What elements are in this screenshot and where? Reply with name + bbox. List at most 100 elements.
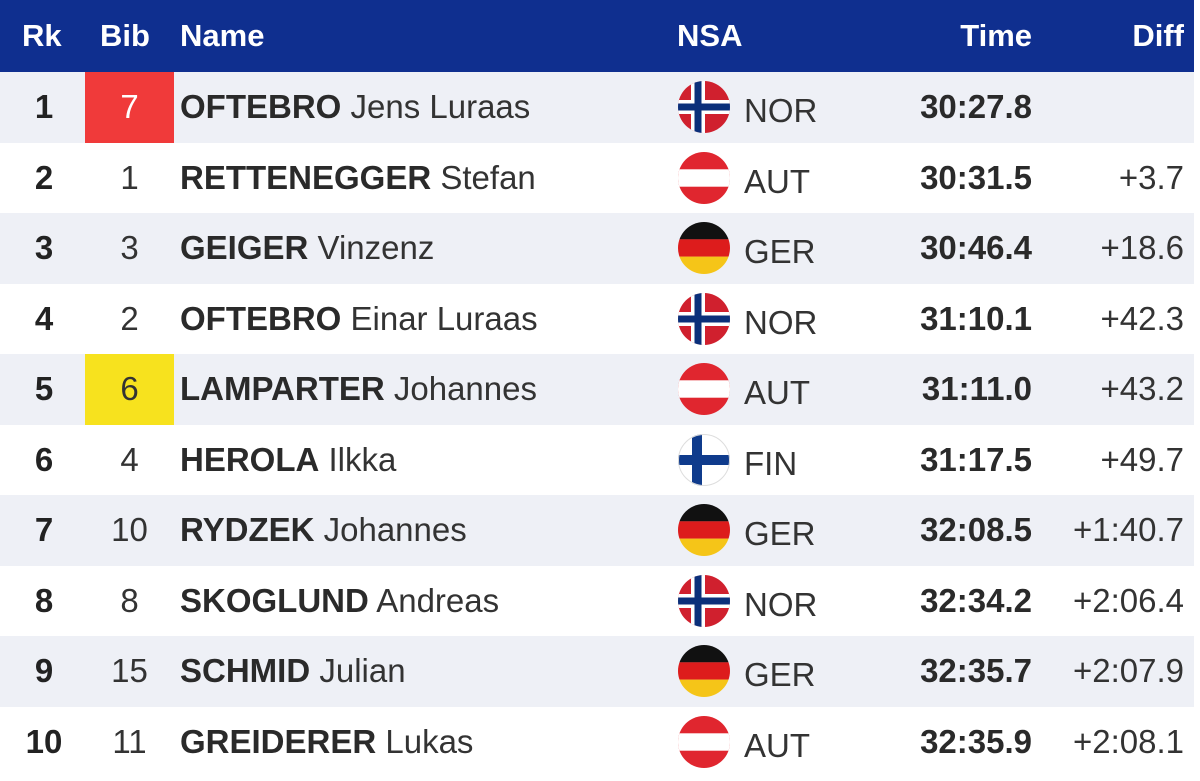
rank-cell: 1 xyxy=(34,88,54,125)
time-cell: 31:11.0 xyxy=(921,370,1032,407)
bib-cell: 7 xyxy=(85,72,174,143)
diff-cell: +18.6 xyxy=(1100,229,1185,266)
diff-cell: +2:06.4 xyxy=(1072,581,1184,619)
bib-cell: 15 xyxy=(111,652,148,689)
athlete-first-name: Lukas xyxy=(385,722,474,760)
column-header-bib[interactable]: Bib xyxy=(100,18,150,53)
athlete-first-name: Johannes xyxy=(323,511,467,548)
table-row[interactable]: 2 1 RETTENEGGER Stefan AUT 30:31.5 +3.7 xyxy=(0,142,1194,214)
nsa-code: AUT xyxy=(744,162,810,200)
athlete-last-name: LAMPARTER xyxy=(180,370,385,407)
column-header-diff[interactable]: Diff xyxy=(1132,18,1184,53)
athlete-name[interactable]: SCHMID Julian xyxy=(180,636,406,707)
table-row[interactable]: 7 10 RYDZEK Johannes GER 32:08.5 +1:40.7 xyxy=(0,495,1194,566)
rank-cell: 3 xyxy=(34,229,54,266)
bib-cell: 3 xyxy=(120,229,139,266)
nsa-code: AUT xyxy=(744,726,810,764)
diff-cell: +49.7 xyxy=(1100,440,1185,478)
athlete-name[interactable]: RETTENEGGER Stefan xyxy=(180,143,536,214)
athlete-first-name: Johannes xyxy=(393,370,537,407)
column-header-name[interactable]: Name xyxy=(180,18,265,53)
nsa-code: FIN xyxy=(744,444,798,482)
nsa-code: GER xyxy=(744,233,816,270)
nsa-code: NOR xyxy=(744,303,818,341)
athlete-first-name: Julian xyxy=(319,652,406,689)
rank-cell: 8 xyxy=(34,581,54,619)
austria-flag-icon xyxy=(678,151,730,204)
athlete-name[interactable]: GEIGER Vinzenz xyxy=(180,213,434,284)
diff-cell: +1:40.7 xyxy=(1072,511,1184,548)
athlete-name[interactable]: GREIDERER Lukas xyxy=(180,707,473,778)
athlete-name[interactable]: RYDZEK Johannes xyxy=(180,495,467,566)
table-body: 1 7 OFTEBRO Jens Luraas NOR 30:27.8 2 1 RETTENE… xyxy=(0,72,1194,777)
rank-cell: 5 xyxy=(34,370,54,407)
athlete-last-name: OFTEBRO xyxy=(180,299,342,337)
germany-flag-icon xyxy=(678,504,730,556)
table-row[interactable]: 4 2 OFTEBRO Einar Luraas NOR 31:10.1 +42.3 xyxy=(0,283,1194,355)
rank-cell: 7 xyxy=(34,511,54,548)
nsa-code: AUT xyxy=(744,374,810,411)
rank-cell: 6 xyxy=(34,440,54,478)
diff-cell: +3.7 xyxy=(1118,158,1184,196)
table-row[interactable]: 10 11 GREIDERER Lukas AUT 32:35.9 +2:08.1 xyxy=(0,706,1194,778)
norway-flag-icon xyxy=(678,292,730,345)
germany-flag-icon xyxy=(678,222,730,274)
time-cell: 32:35.7 xyxy=(920,652,1032,689)
bib-cell: 8 xyxy=(120,581,139,619)
athlete-last-name: GREIDERER xyxy=(180,722,377,760)
athlete-first-name: Jens Luraas xyxy=(350,88,531,125)
table-row[interactable]: 5 6 LAMPARTER Johannes AUT 31:11.0 +43.2 xyxy=(0,354,1194,425)
rank-cell: 2 xyxy=(34,158,54,196)
time-cell: 32:34.2 xyxy=(920,581,1032,619)
time-cell: 32:08.5 xyxy=(920,511,1032,548)
diff-cell: +2:08.1 xyxy=(1072,722,1184,760)
table-row[interactable]: 1 7 OFTEBRO Jens Luraas NOR 30:27.8 xyxy=(0,72,1194,143)
bib-cell: 1 xyxy=(120,158,139,196)
rank-cell: 4 xyxy=(34,299,54,337)
austria-flag-icon xyxy=(678,715,730,768)
athlete-first-name: Andreas xyxy=(376,581,500,619)
table-header: Rk Bib Name NSA Time Diff xyxy=(0,0,1194,72)
nsa-code: NOR xyxy=(744,92,818,129)
athlete-last-name: OFTEBRO xyxy=(180,88,342,125)
germany-flag-icon xyxy=(678,645,730,697)
column-header-nsa[interactable]: NSA xyxy=(677,18,743,53)
time-cell: 30:46.4 xyxy=(920,229,1032,266)
diff-cell: +42.3 xyxy=(1100,299,1185,337)
athlete-last-name: RYDZEK xyxy=(180,511,315,548)
bib-cell: 11 xyxy=(112,722,147,760)
athlete-last-name: GEIGER xyxy=(180,229,309,266)
norway-flag-icon xyxy=(678,81,730,133)
time-cell: 32:35.9 xyxy=(920,722,1032,760)
athlete-first-name: Stefan xyxy=(440,158,536,196)
time-cell: 30:31.5 xyxy=(920,158,1032,196)
finland-flag-icon xyxy=(678,433,730,486)
nsa-code: GER xyxy=(744,656,816,693)
time-cell: 31:10.1 xyxy=(920,299,1032,337)
norway-flag-icon xyxy=(678,574,730,627)
table-row[interactable]: 3 3 GEIGER Vinzenz GER 30:46.4 +18.6 xyxy=(0,213,1194,284)
athlete-last-name: HEROLA xyxy=(180,440,320,478)
athlete-last-name: SCHMID xyxy=(180,652,311,689)
athlete-name[interactable]: HEROLA Ilkka xyxy=(180,425,396,496)
athlete-name[interactable]: LAMPARTER Johannes xyxy=(180,354,537,425)
athlete-first-name: Vinzenz xyxy=(317,229,435,266)
athlete-first-name: Ilkka xyxy=(328,440,397,478)
athlete-name[interactable]: SKOGLUND Andreas xyxy=(180,566,499,637)
table-row[interactable]: 9 15 SCHMID Julian GER 32:35.7 +2:07.9 xyxy=(0,636,1194,707)
athlete-name[interactable]: OFTEBRO Jens Luraas xyxy=(180,72,530,143)
column-header-time[interactable]: Time xyxy=(960,18,1032,53)
diff-cell: +43.2 xyxy=(1100,370,1185,407)
austria-flag-icon xyxy=(678,363,730,415)
nsa-code: NOR xyxy=(744,585,818,623)
athlete-name[interactable]: OFTEBRO Einar Luraas xyxy=(180,284,538,355)
bib-cell: 6 xyxy=(85,354,174,425)
rank-cell: 9 xyxy=(34,652,54,689)
bib-cell: 4 xyxy=(120,440,139,478)
athlete-last-name: RETTENEGGER xyxy=(180,158,432,196)
table-row[interactable]: 8 8 SKOGLUND Andreas NOR 32:34.2 +2:06.4 xyxy=(0,565,1194,637)
nsa-code: GER xyxy=(744,515,816,552)
column-header-rank[interactable]: Rk xyxy=(22,18,62,53)
table-row[interactable]: 6 4 HEROLA Ilkka FIN 31:17.5 +49.7 xyxy=(0,424,1194,496)
